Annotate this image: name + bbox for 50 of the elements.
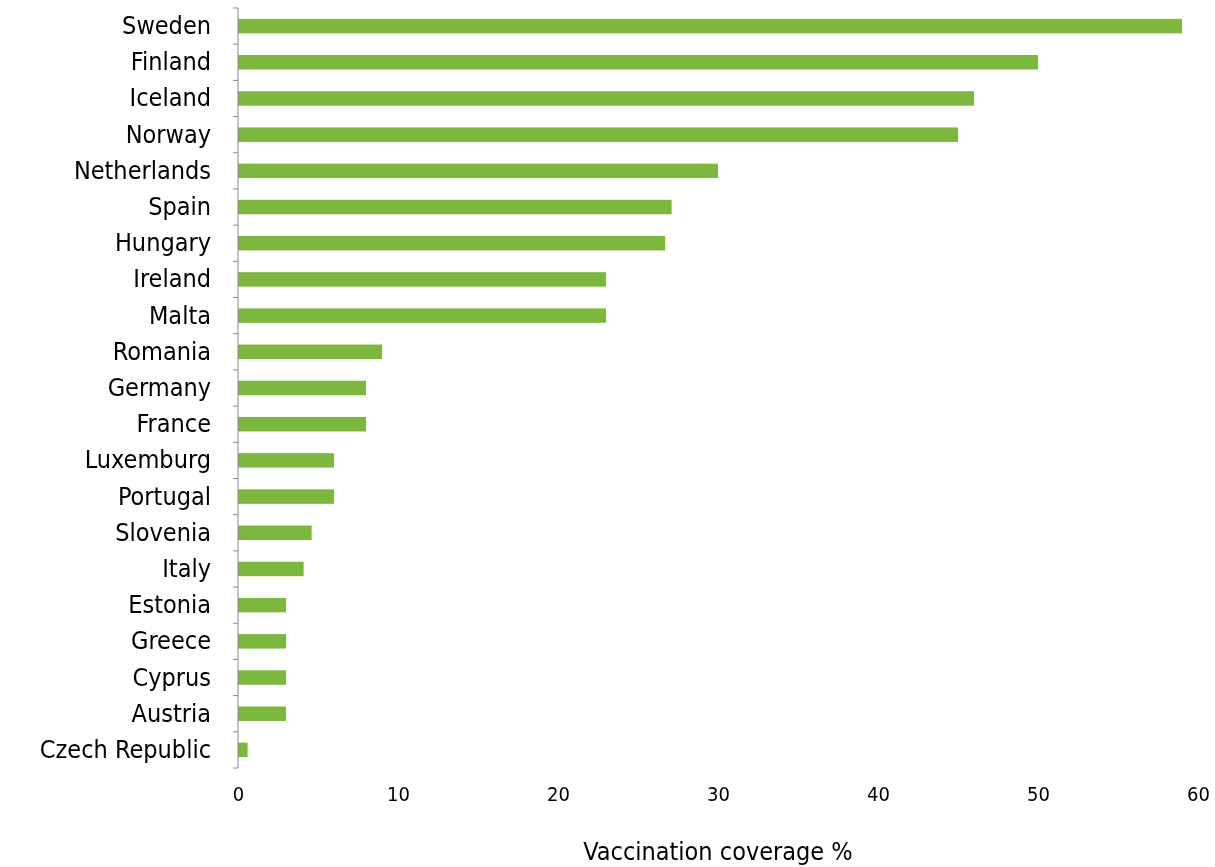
y-tick-label: Germany	[107, 373, 211, 402]
y-tick-label: Portugal	[117, 481, 211, 511]
bar	[238, 670, 286, 685]
x-tick-label: 30	[707, 782, 730, 806]
bar	[238, 18, 1182, 34]
x-tick-label: 20	[547, 782, 570, 806]
bar	[238, 163, 718, 179]
y-tick-label: Czech Republic	[39, 734, 211, 764]
bar	[238, 55, 1038, 70]
y-tick-label: Slovenia	[115, 517, 211, 547]
y-tick-label: Malta	[148, 300, 211, 330]
x-tick-label: 10	[387, 782, 410, 806]
y-tick-label: France	[136, 409, 211, 439]
bar	[238, 561, 304, 577]
y-tick-label: Austria	[131, 698, 211, 728]
x-tick-label: 0	[232, 782, 245, 806]
bar	[238, 272, 606, 287]
bar	[238, 416, 366, 432]
bar	[238, 706, 286, 721]
x-tick-label: 40	[867, 782, 890, 806]
bar	[238, 91, 974, 106]
y-tick-label: Italy	[162, 553, 211, 583]
bar	[238, 380, 366, 396]
y-tick-label: Iceland	[129, 83, 211, 113]
bar	[238, 236, 666, 251]
bar	[238, 597, 286, 613]
bar	[238, 453, 334, 468]
y-tick-label: Sweden	[122, 11, 211, 41]
y-tick-label: Hungary	[114, 228, 211, 258]
y-tick-label: Norway	[125, 119, 211, 149]
bar	[238, 634, 286, 649]
y-tick-label: Spain	[148, 192, 211, 222]
y-tick-label: Finland	[130, 47, 211, 77]
y-tick-label: Ireland	[133, 264, 211, 294]
x-axis-title: Vaccination coverage %	[583, 837, 853, 866]
bar	[238, 742, 248, 758]
bar	[238, 127, 958, 142]
x-tick-label: 50	[1027, 782, 1050, 806]
y-tick-label: Cyprus	[132, 662, 211, 692]
bar	[238, 525, 312, 540]
bar	[238, 489, 334, 504]
x-tick-label: 60	[1187, 782, 1210, 806]
y-tick-label: Estonia	[128, 590, 211, 620]
y-tick-label: Netherlands	[73, 155, 211, 185]
y-tick-label: Luxemburg	[84, 445, 211, 475]
y-tick-label: Greece	[130, 626, 211, 656]
bar	[238, 199, 672, 215]
bar	[238, 308, 606, 323]
bar	[238, 344, 382, 360]
y-tick-label: Romania	[112, 336, 211, 366]
